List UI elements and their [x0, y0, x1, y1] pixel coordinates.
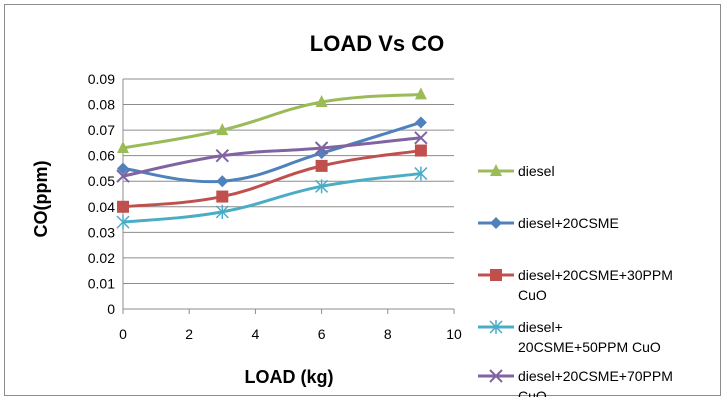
legend-label: 20CSME+50PPM CuO [518, 339, 661, 355]
series-line [122, 149, 422, 209]
data-point [315, 179, 329, 194]
y-tick-label: 0.09 [88, 71, 115, 87]
legend-marker [489, 320, 503, 334]
data-point [116, 169, 130, 183]
series-line [122, 172, 422, 224]
legend-item: diesel [478, 163, 555, 179]
x-axis-label: LOAD (kg) [245, 367, 334, 387]
data-point [216, 190, 229, 203]
data-point [216, 175, 229, 188]
legend: diesel diesel+20CSME diesel+20CSME+30PPM Cu… [478, 163, 673, 397]
x-tick-label: 8 [384, 326, 392, 342]
data-point [117, 141, 129, 153]
y-tick-label: 0.04 [88, 199, 115, 215]
data-point [315, 159, 328, 172]
y-tick-label: 0.01 [88, 275, 115, 291]
data-point [116, 215, 130, 230]
line-chart: LOAD Vs CO 0 0.01 0.02 0.03 0.04 0.05 0.06 0.07… [31, 31, 673, 397]
x-tick-label: 0 [119, 326, 127, 342]
data-point [414, 116, 427, 129]
y-tick-label: 0 [107, 301, 115, 317]
series-4 [116, 131, 428, 183]
data-point [215, 204, 229, 219]
chart-area: LOAD Vs CO 0 0.01 0.02 0.03 0.04 0.05 0.06 0.07… [4, 4, 721, 397]
legend-marker [490, 217, 502, 229]
axes: 0 0.01 0.02 0.03 0.04 0.05 0.06 0.07 0.08 0.09 0 2 4… [88, 71, 462, 342]
series-0 [117, 87, 427, 153]
data-point [315, 95, 328, 107]
data-point [414, 144, 427, 157]
data-point [117, 200, 129, 213]
legend-marker [489, 369, 503, 383]
legend-label: diesel+ [518, 319, 563, 335]
legend-marker [490, 269, 502, 281]
legend-label: CuO [518, 388, 547, 397]
legend-label: diesel+20CSME+70PPM [518, 368, 673, 384]
legend-item: diesel+20CSME+30PPM CuO [478, 267, 673, 303]
y-tick-label: 0.03 [88, 224, 115, 240]
legend-label: diesel [518, 163, 555, 179]
data-point [215, 148, 230, 163]
gridlines [123, 78, 454, 284]
series-line [122, 121, 422, 184]
y-tick-label: 0.06 [88, 148, 115, 164]
x-tick-label: 2 [185, 326, 193, 342]
y-tick-label: 0.05 [88, 173, 115, 189]
series-2 [117, 144, 427, 213]
series-line [122, 92, 422, 150]
x-tick-label: 6 [318, 326, 326, 342]
series-layer [116, 87, 428, 230]
data-point [414, 131, 428, 145]
x-tick-label: 4 [252, 326, 260, 342]
data-point [216, 123, 229, 136]
data-point [414, 166, 428, 181]
y-tick-label: 0.07 [88, 122, 115, 138]
legend-label: diesel+20CSME [518, 215, 619, 231]
chart-title: LOAD Vs CO [310, 31, 444, 56]
data-point [414, 87, 427, 100]
data-point [117, 162, 129, 175]
legend-label: CuO [518, 287, 547, 303]
legend-item: diesel+20CSME [478, 215, 619, 231]
data-point [314, 141, 329, 155]
legend-label: diesel+20CSME+30PPM [518, 267, 673, 283]
y-axis-label: CO(ppm) [31, 161, 51, 238]
legend-item: diesel+20CSME+70PPM CuO [478, 368, 673, 397]
legend-marker [490, 164, 502, 176]
y-tick-label: 0.02 [88, 250, 115, 266]
series-line [122, 136, 422, 178]
y-tick-label: 0.08 [88, 97, 115, 113]
legend-item: diesel+ 20CSME+50PPM CuO [478, 319, 661, 355]
x-tick-label: 10 [446, 326, 462, 342]
series-3 [116, 166, 428, 230]
